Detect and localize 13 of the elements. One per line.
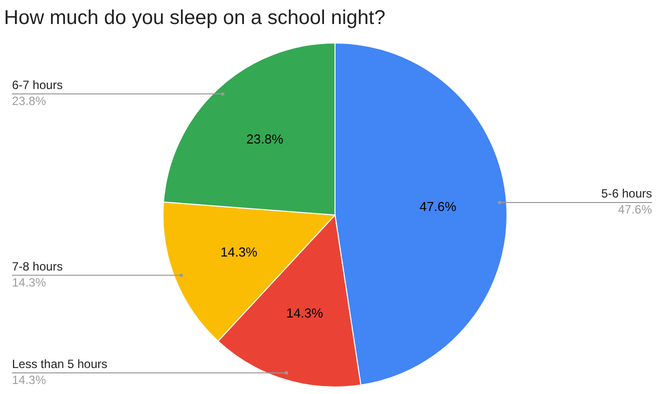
data-label: 47.6% — [419, 199, 457, 214]
slice-label: 7-8 hours — [12, 259, 63, 274]
data-label: 14.3% — [286, 306, 324, 321]
text: 23.8% — [12, 94, 46, 108]
slice-label: 5-6 hours — [601, 186, 652, 201]
slice-label: 6-7 hours — [12, 78, 63, 92]
text: 14.3% — [12, 275, 46, 290]
slice-label: Less than 5 hours — [12, 356, 108, 371]
text: 47.6% — [618, 202, 652, 217]
chart-title: How much do you sleep on a school night? — [4, 7, 386, 29]
data-label: 23.8% — [246, 131, 284, 146]
data-label: 14.3% — [220, 244, 258, 260]
text: 14.3% — [12, 372, 46, 387]
